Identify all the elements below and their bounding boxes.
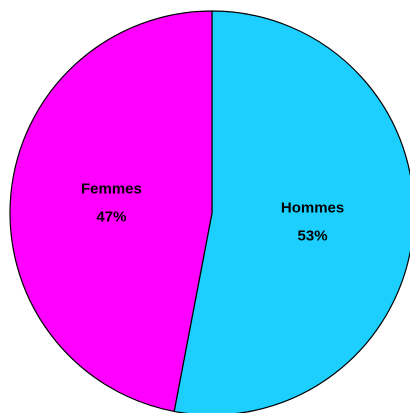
slice-value-label: 47%	[96, 208, 126, 225]
slice-label: Femmes	[81, 180, 142, 197]
slice-label: Hommes	[281, 199, 344, 216]
pie-slice	[9, 10, 213, 413]
pie-slice	[173, 10, 410, 413]
slice-value-label: 53%	[298, 227, 328, 244]
